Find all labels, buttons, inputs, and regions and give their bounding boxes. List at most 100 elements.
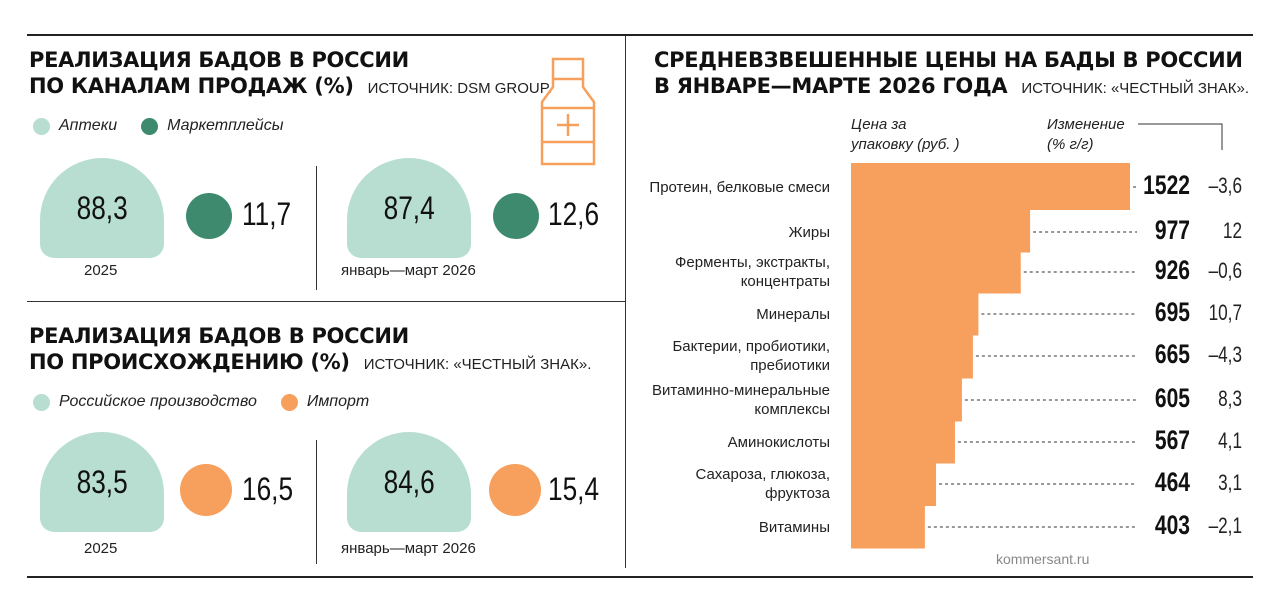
change-value-label: –3,6 <box>1208 173 1242 198</box>
origin-2026-label: январь—март 2026 <box>341 540 476 557</box>
origin-2025-main-shape: 83,5 <box>40 432 164 532</box>
category-label-line: Протеин, белковые смеси <box>649 178 830 196</box>
price-value-label: 926 <box>1154 255 1190 285</box>
price-value-label: 403 <box>1154 510 1190 540</box>
prices-title: СРЕДНЕВЗВЕШЕННЫЕ ЦЕНЫ НА БАДЫ В РОССИИ В… <box>654 47 1249 102</box>
category-label-line: Минералы <box>756 305 830 323</box>
change-value-label: –2,1 <box>1208 513 1242 538</box>
legend-label-pharmacies: Аптеки <box>59 117 118 134</box>
price-value-label: 464 <box>1154 467 1190 497</box>
legend-swatch-marketplaces <box>141 117 159 135</box>
price-bar <box>851 505 925 549</box>
category-label-line: комплексы <box>754 401 830 418</box>
price-value-label: 665 <box>1154 339 1190 369</box>
price-bar <box>851 421 955 464</box>
channels-2026-secondary-value: 12,6 <box>548 196 600 232</box>
origin-2026-main-value: 84,6 <box>383 463 435 500</box>
category-label: Ферменты, экстракты, концентраты <box>610 253 830 291</box>
legend-label-import: Импорт <box>306 393 370 410</box>
channels-2025-main-value: 88,3 <box>76 189 128 226</box>
origin-2026-secondary-value: 15,4 <box>548 471 600 507</box>
left-horizontal-divider <box>27 301 625 302</box>
channels-title-line1: РЕАЛИЗАЦИЯ БАДОВ В РОССИИ <box>29 48 409 72</box>
legend-label-marketplaces: Маркетплейсы <box>167 117 284 134</box>
prices-title-line1: СРЕДНЕВЗВЕШЕННЫЕ ЦЕНЫ НА БАДЫ В РОССИИ <box>654 48 1243 72</box>
legend-swatch-pharmacies <box>33 117 50 135</box>
change-value-label: 8,3 <box>1218 386 1242 411</box>
category-label: Жиры <box>610 223 830 242</box>
price-value-label: 567 <box>1154 425 1190 455</box>
price-bar <box>851 463 937 506</box>
price-value-label: 1522 <box>1143 170 1190 200</box>
price-column-header-line2: упаковку (руб. ) <box>851 136 960 153</box>
channels-2025-label: 2025 <box>84 262 118 279</box>
channels-source: ИСТОЧНИК: DSM GROUP. <box>367 80 552 97</box>
channels-2026-main-value: 87,4 <box>383 189 435 226</box>
channels-2025-main-shape: 88,3 <box>40 158 164 258</box>
change-value-label: 3,1 <box>1218 470 1242 495</box>
origin-title-line1: РЕАЛИЗАЦИЯ БАДОВ В РОССИИ <box>29 324 409 348</box>
change-value-label: –0,6 <box>1208 258 1242 283</box>
category-label-line: Витаминно-минеральные <box>651 382 830 399</box>
price-column-header: Цена за упаковку (руб. ) <box>851 115 960 155</box>
top-rule <box>27 34 1253 36</box>
origin-2025-label: 2025 <box>84 540 118 557</box>
origin-2025-main-value: 83,5 <box>76 463 128 500</box>
origin-title-line2: ПО ПРОИСХОЖДЕНИЮ (%) ИСТОЧНИК: «ЧЕСТНЫЙ З… <box>29 350 592 374</box>
change-column-header: Изменение (% г/г) <box>1047 115 1125 155</box>
bottom-rule <box>27 576 1253 578</box>
change-column-header-line2: (% г/г) <box>1047 136 1094 153</box>
price-value-label: 605 <box>1154 383 1190 413</box>
category-label-line: Жиры <box>788 223 830 241</box>
supplement-bottle-icon <box>540 57 596 166</box>
origin-2026-main-shape: 84,6 <box>347 432 471 532</box>
category-label: Минералы <box>610 305 830 324</box>
channels-2026-secondary-shape <box>493 193 539 239</box>
change-value-label: –4,3 <box>1208 342 1242 367</box>
price-bar <box>851 209 1031 253</box>
category-label-line: Бактерии, пробиотики, <box>672 338 830 355</box>
channels-period-divider <box>316 166 317 290</box>
channels-2026-label: январь—март 2026 <box>341 262 476 279</box>
origin-source: ИСТОЧНИК: «ЧЕСТНЫЙ ЗНАК». <box>363 356 592 373</box>
category-label: Аминокислоты <box>610 433 830 452</box>
channels-title-line2: ПО КАНАЛАМ ПРОДАЖ (%) ИСТОЧНИК: DSM GROUP… <box>29 74 552 98</box>
legend-swatch-domestic <box>33 393 50 411</box>
channels-title: РЕАЛИЗАЦИЯ БАДОВ В РОССИИ ПО КАНАЛАМ ПРО… <box>29 47 552 102</box>
origin-2025-secondary-shape <box>180 464 232 516</box>
category-label-line: Витамины <box>758 518 830 536</box>
channels-2025-secondary-shape <box>186 193 232 239</box>
category-label-line: Аминокислоты <box>727 433 830 451</box>
legend-label-domestic: Российское производство <box>59 393 257 410</box>
category-label-line: Ферменты, экстракты, <box>674 254 830 271</box>
category-label: Протеин, белковые смеси <box>610 178 830 197</box>
prices-title-line2: В ЯНВАРЕ—МАРТЕ 2026 ГОДА ИСТОЧНИК: «ЧЕСТН… <box>654 74 1250 98</box>
price-bar <box>851 378 962 422</box>
price-bar <box>851 252 1021 294</box>
channels-2025-secondary-value: 11,7 <box>242 196 292 232</box>
change-value-label: 4,1 <box>1218 428 1242 453</box>
channels-legend: Аптеки Маркетплейсы <box>33 117 283 135</box>
category-label-line: концентраты <box>740 273 830 290</box>
price-bar <box>851 293 979 336</box>
category-label: Сахароза, глюкоза, фруктоза <box>610 465 830 503</box>
origin-period-divider <box>316 440 317 564</box>
change-column-header-line1: Изменение <box>1047 116 1125 133</box>
price-bar-chart <box>851 163 1137 549</box>
price-column-header-line1: Цена за <box>851 116 907 133</box>
category-label-line: фруктоза <box>765 485 830 502</box>
source-credit: kommersant.ru <box>996 551 1090 567</box>
category-label: Витамины <box>610 518 830 537</box>
change-value-label: 10,7 <box>1208 300 1242 325</box>
category-label: Бактерии, пробиотики, пребиотики <box>610 337 830 375</box>
origin-title: РЕАЛИЗАЦИЯ БАДОВ В РОССИИ ПО ПРОИСХОЖДЕН… <box>29 323 591 378</box>
price-value-label: 695 <box>1154 297 1190 327</box>
price-value-label: 977 <box>1154 215 1190 245</box>
channels-2026-main-shape: 87,4 <box>347 158 471 258</box>
origin-2026-secondary-shape <box>489 464 541 516</box>
category-label: Витаминно-минеральные комплексы <box>610 381 830 419</box>
price-bar <box>851 335 973 379</box>
legend-swatch-import <box>280 393 298 411</box>
change-value-label: 12 <box>1222 218 1242 243</box>
category-label-line: пребиотики <box>750 357 830 374</box>
